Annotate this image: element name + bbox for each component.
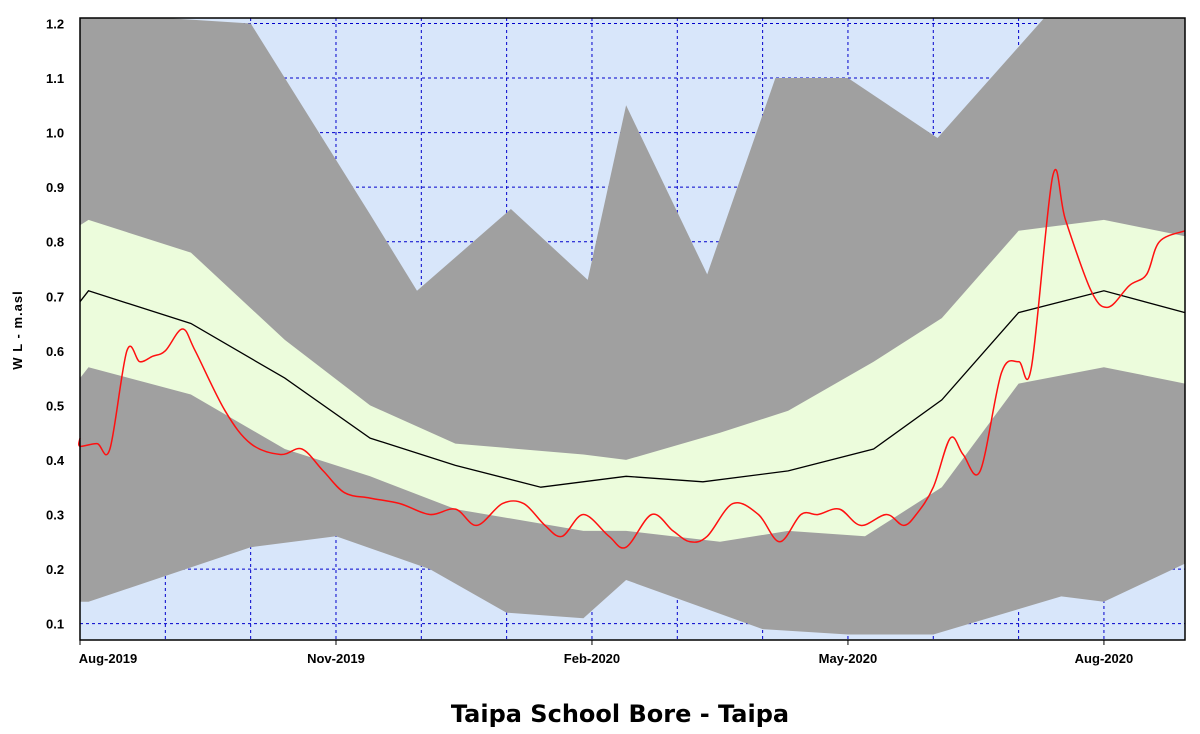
x-tick-label: Aug-2020	[1075, 651, 1134, 666]
y-tick-label: 1.0	[46, 126, 64, 141]
x-tick-label: Feb-2020	[564, 651, 620, 666]
chart-title: Taipa School Bore - Taipa	[451, 700, 789, 728]
median-line	[79, 290, 1186, 488]
inner-band	[80, 219, 1185, 542]
y-tick-label: 0.9	[46, 180, 64, 195]
x-ticks: Aug-2019 Nov-2019 Feb-2020 May-2020 Aug-2020	[79, 640, 1133, 666]
observed-line	[78, 168, 1186, 549]
y-tick-label: 0.4	[46, 453, 65, 468]
y-tick-label: 0.1	[46, 617, 64, 632]
y-tick-label: 1.2	[46, 16, 64, 31]
y-tick-label: 0.7	[46, 289, 64, 304]
x-tick-label: May-2020	[819, 651, 878, 666]
y-tick-label: 0.6	[46, 344, 64, 359]
y-tick-label: 0.5	[46, 398, 64, 413]
x-tick-label: Nov-2019	[307, 651, 365, 666]
x-tick-label: Aug-2019	[79, 651, 138, 666]
plot-frame	[79, 17, 1186, 641]
y-tick-label: 0.3	[46, 508, 64, 523]
y-axis-label: W L - m.asl	[10, 290, 25, 369]
y-tick-label: 0.2	[46, 562, 64, 577]
y-ticks: 0.1 0.2 0.3 0.4 0.5 0.6 0.7 0.8 0.9 1.0 1.1 1.2	[46, 16, 65, 631]
y-tick-label: 0.8	[46, 235, 64, 250]
y-tick-label: 1.1	[46, 71, 64, 86]
